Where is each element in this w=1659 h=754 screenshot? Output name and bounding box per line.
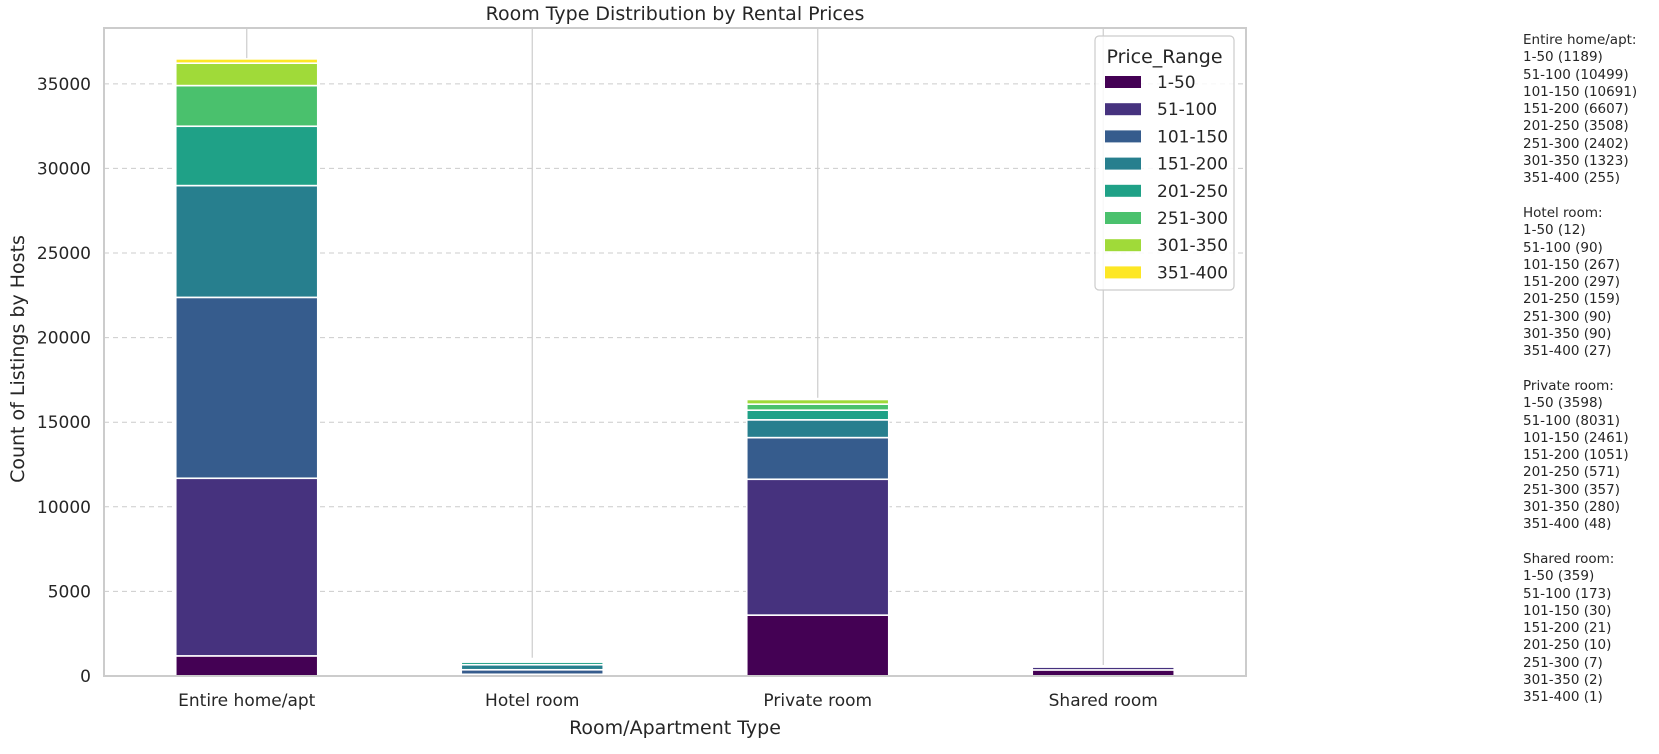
note-line: 151-200 (6607) — [1523, 101, 1653, 118]
legend-entry-label: 201-250 — [1157, 182, 1228, 202]
bar-segment — [176, 126, 318, 185]
note-line: 301-350 (280) — [1523, 499, 1653, 516]
note-line: 101-150 (2461) — [1523, 430, 1653, 447]
legend-swatch — [1105, 103, 1141, 115]
bar-segment — [176, 297, 318, 478]
y-tick-label: 15000 — [37, 413, 91, 433]
bar-segment — [747, 420, 889, 438]
x-tick-label: Shared room — [1049, 691, 1158, 711]
note-header: Entire home/apt: — [1523, 32, 1653, 49]
legend: Price_Range 1-50 51-100 101-150 151-200 201-2… — [1095, 36, 1234, 290]
note-line: 51-100 (173) — [1523, 586, 1653, 603]
bar-segment — [176, 656, 318, 676]
x-tick-label: Entire home/apt — [178, 691, 316, 711]
y-axis-label: Count of Listings by Hosts — [7, 235, 29, 483]
note-header: Private room: — [1523, 378, 1653, 395]
note-group: Hotel room:1-50 (12)51-100 (90)101-150 (… — [1523, 205, 1653, 361]
note-line: 151-200 (297) — [1523, 274, 1653, 291]
legend-entry-label: 151-200 — [1157, 155, 1228, 175]
note-line: 351-400 (27) — [1523, 343, 1653, 360]
legend-entry-label: 1-50 — [1157, 73, 1196, 93]
note-line: 201-250 (159) — [1523, 291, 1653, 308]
note-line: 101-150 (10691) — [1523, 84, 1653, 101]
bar-segment — [176, 63, 318, 85]
chart-title: Room Type Distribution by Rental Prices — [486, 3, 865, 25]
note-line: 201-250 (10) — [1523, 637, 1653, 654]
note-group: Private room:1-50 (3598)51-100 (8031)101… — [1523, 378, 1653, 534]
note-header: Hotel room: — [1523, 205, 1653, 222]
note-group: Entire home/apt:1-50 (1189)51-100 (10499… — [1523, 32, 1653, 188]
legend-swatch — [1105, 212, 1141, 224]
legend-swatch — [1105, 266, 1141, 278]
legend-entry-label: 101-150 — [1157, 127, 1228, 147]
y-tick-label: 5000 — [48, 582, 91, 602]
note-group: Shared room:1-50 (359)51-100 (173)101-15… — [1523, 551, 1653, 707]
note-line: 351-400 (1) — [1523, 689, 1653, 706]
note-line: 301-350 (1323) — [1523, 153, 1653, 170]
bar-segment — [747, 438, 889, 480]
bar-segment — [747, 410, 889, 420]
bar-segment — [747, 399, 889, 400]
bar-segment — [747, 479, 889, 615]
note-line: 251-300 (7) — [1523, 655, 1653, 672]
legend-entry-label: 51-100 — [1157, 100, 1217, 120]
note-line: 351-400 (255) — [1523, 170, 1653, 187]
bar-segment — [176, 86, 318, 127]
note-line: 51-100 (10499) — [1523, 67, 1653, 84]
note-line: 251-300 (90) — [1523, 309, 1653, 326]
legend-swatch — [1105, 130, 1141, 142]
legend-swatch — [1105, 158, 1141, 170]
note-header: Shared room: — [1523, 551, 1653, 568]
note-line: 1-50 (359) — [1523, 568, 1653, 585]
legend-entry-label: 301-350 — [1157, 236, 1228, 256]
note-line: 101-150 (267) — [1523, 257, 1653, 274]
x-tick-label: Hotel room — [485, 691, 579, 711]
note-line: 351-400 (48) — [1523, 516, 1653, 533]
y-tick-label: 0 — [80, 667, 91, 687]
note-line: 251-300 (357) — [1523, 482, 1653, 499]
note-line: 51-100 (90) — [1523, 240, 1653, 257]
note-line: 1-50 (12) — [1523, 222, 1653, 239]
y-tick-label: 35000 — [37, 75, 91, 95]
y-tick-label: 30000 — [37, 159, 91, 179]
note-line: 251-300 (2402) — [1523, 136, 1653, 153]
y-tick-label: 20000 — [37, 329, 91, 349]
bar-segment — [747, 404, 889, 410]
note-line: 101-150 (30) — [1523, 603, 1653, 620]
bars — [176, 59, 1175, 676]
bar-segment — [176, 186, 318, 298]
legend-swatch — [1105, 239, 1141, 251]
legend-title: Price_Range — [1106, 46, 1222, 68]
legend-entry-label: 351-400 — [1157, 263, 1228, 283]
note-line: 301-350 (2) — [1523, 672, 1653, 689]
side-notes: Entire home/apt:1-50 (1189)51-100 (10499… — [1523, 32, 1653, 724]
y-tick-label: 25000 — [37, 244, 91, 264]
note-line: 1-50 (3598) — [1523, 395, 1653, 412]
note-line: 151-200 (1051) — [1523, 447, 1653, 464]
note-line: 151-200 (21) — [1523, 620, 1653, 637]
note-line: 201-250 (3508) — [1523, 118, 1653, 135]
note-line: 51-100 (8031) — [1523, 413, 1653, 430]
legend-entry-label: 251-300 — [1157, 209, 1228, 229]
bar-segment — [747, 615, 889, 676]
y-tick-label: 10000 — [37, 498, 91, 518]
legend-swatch — [1105, 76, 1141, 88]
note-line: 301-350 (90) — [1523, 326, 1653, 343]
bar-segment — [176, 478, 318, 656]
x-axis-label: Room/Apartment Type — [569, 717, 781, 739]
x-tick-label: Private room — [763, 691, 872, 711]
legend-swatch — [1105, 185, 1141, 197]
note-line: 201-250 (571) — [1523, 464, 1653, 481]
bar-segment — [176, 59, 318, 63]
note-line: 1-50 (1189) — [1523, 49, 1653, 66]
